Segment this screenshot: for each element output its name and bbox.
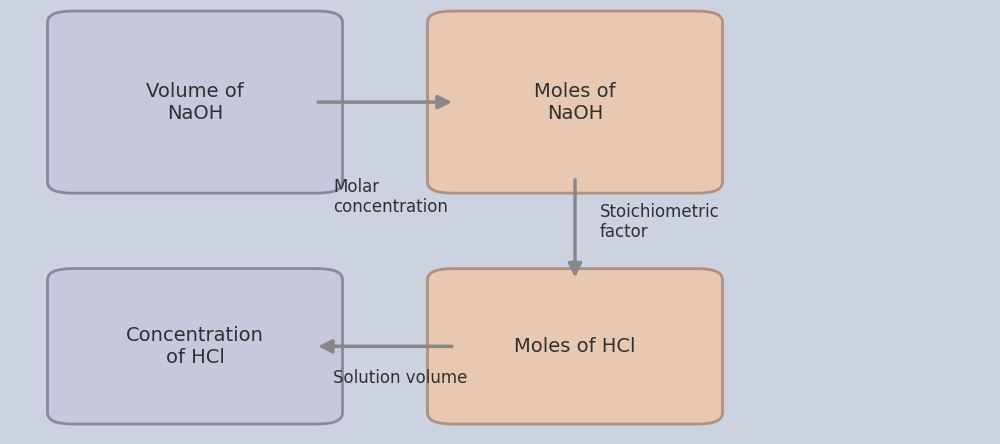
Text: Stoichiometric
factor: Stoichiometric factor xyxy=(600,202,720,242)
FancyBboxPatch shape xyxy=(427,269,722,424)
Text: Molar
concentration: Molar concentration xyxy=(333,178,448,216)
FancyBboxPatch shape xyxy=(48,11,342,193)
FancyBboxPatch shape xyxy=(427,11,722,193)
Text: Concentration
of HCl: Concentration of HCl xyxy=(126,326,264,367)
Text: Volume of
NaOH: Volume of NaOH xyxy=(146,82,244,123)
FancyBboxPatch shape xyxy=(48,269,342,424)
Text: Moles of
NaOH: Moles of NaOH xyxy=(534,82,616,123)
Text: Solution volume: Solution volume xyxy=(333,369,467,387)
Text: Moles of HCl: Moles of HCl xyxy=(514,337,636,356)
